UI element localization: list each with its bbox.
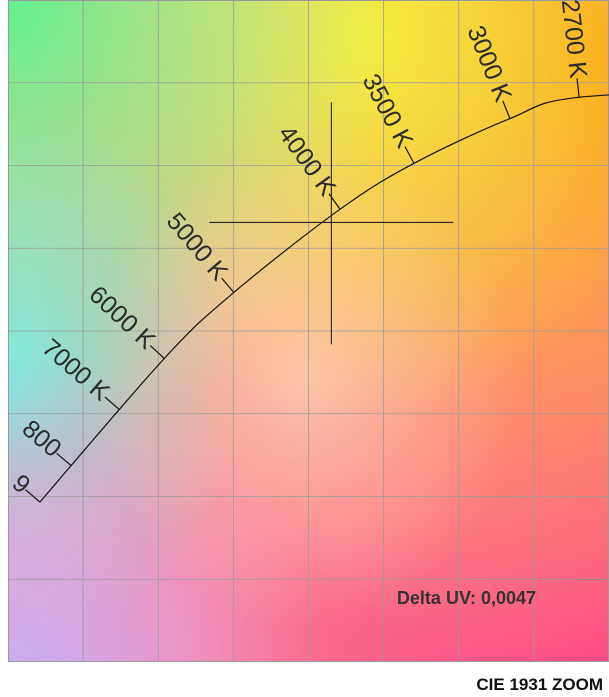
cct-tick [25,489,41,503]
delta-uv-label: Delta UV: 0,0047 [397,588,536,608]
cct-tick [404,146,415,164]
cct-tick [104,396,120,410]
chart-title: CIE 1931 ZOOM [476,675,603,694]
cct-tick [149,345,165,359]
cct-tick [576,78,580,98]
grid-lines [8,0,609,662]
cct-tick [502,100,511,119]
measured-point-crosshair [209,102,454,345]
cct-tick [221,277,235,293]
cct-tick [56,452,72,467]
